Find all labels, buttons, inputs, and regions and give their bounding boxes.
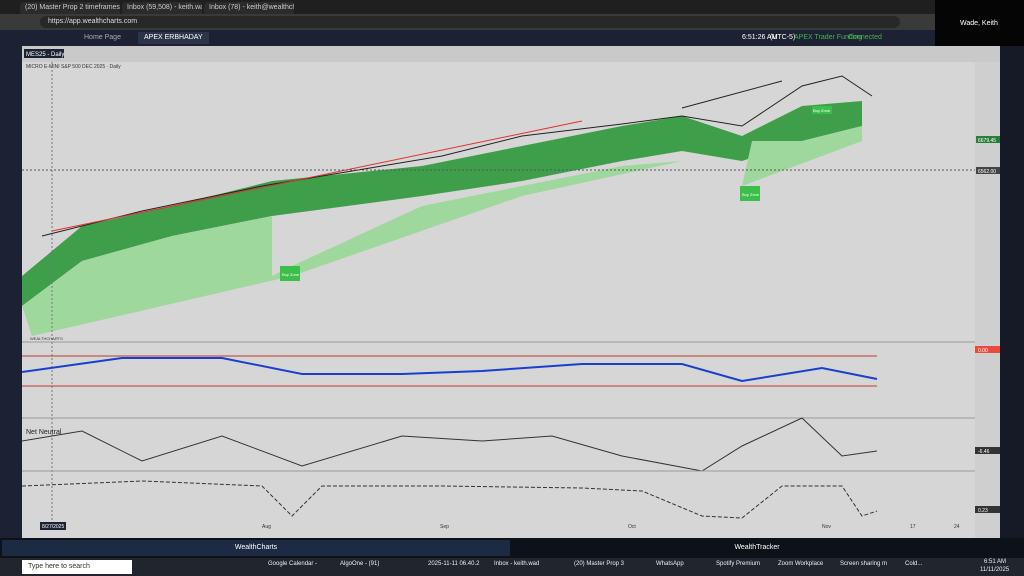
tab[interactable]: (20) Master Prop 2 timeframes: [20, 2, 120, 14]
task-item[interactable]: Screen sharing m: [840, 561, 888, 567]
task-item[interactable]: 2025-11-11 06.40.2: [428, 561, 480, 567]
bottom-tab[interactable]: WealthTracker: [514, 540, 1000, 556]
broker: APEX Trader Funding: [794, 34, 863, 41]
weather: Cold...: [905, 561, 923, 567]
x-label: Sep: [440, 524, 449, 530]
price-label: 6679.45: [978, 138, 996, 144]
x-label: Nov: [822, 524, 831, 530]
zone-label: Buy Zone: [813, 108, 831, 113]
task-item[interactable]: WhatsApp: [656, 561, 684, 567]
taskbar: [0, 558, 1024, 576]
x-label: 8/27/2025: [42, 524, 64, 530]
clock: 6:51 AM: [984, 559, 1007, 565]
panel-value: 0.23: [978, 508, 988, 514]
status: Connected: [848, 34, 882, 41]
panel-value: 0.00: [978, 348, 988, 354]
left-toolbar: [0, 46, 22, 538]
symbol: MES25 - Daily: [26, 52, 64, 58]
task-item[interactable]: Zoom Workplace: [778, 561, 824, 567]
video-tile: [935, 0, 1024, 46]
timezone: (UTC-5): [770, 34, 796, 41]
panel-value: -6.46: [978, 449, 990, 455]
task-item[interactable]: (20) Master Prop 3: [574, 561, 625, 567]
zone-label: Buy Zone: [282, 272, 300, 277]
x-label: 17: [910, 524, 916, 530]
url[interactable]: https://app.wealthcharts.com: [40, 16, 900, 28]
price-label: 6562.00: [978, 169, 996, 175]
task-item[interactable]: Google Calendar -: [268, 561, 318, 567]
app-header: [0, 30, 935, 46]
chart: MES25 - Daily MICRO E-MINI S&P 500 DEC 2…: [22, 46, 1000, 538]
task-item[interactable]: AlgoOne - (91): [340, 561, 380, 567]
legend: MICRO E-MINI S&P 500 DEC 2025 · Daily: [26, 64, 121, 70]
x-label: Oct: [628, 524, 636, 530]
date: 11/11/2025: [980, 567, 1010, 573]
tab[interactable]: Inbox (59,508) - keith.wade.dbs: [122, 2, 202, 14]
tab[interactable]: Inbox (78) - keith@wealthcharts: [204, 2, 294, 14]
search[interactable]: Type here to search: [22, 560, 132, 574]
zone-label: Buy Zone: [742, 192, 760, 197]
panel-label: WEALTHCHARTS: [30, 336, 63, 341]
x-label: 24: [954, 524, 960, 530]
time: 6:51:26 AM: [742, 34, 778, 41]
right-sidebar: [1000, 46, 1024, 538]
net-label: Net Neutral: [26, 429, 62, 436]
bottom-tab[interactable]: WealthCharts: [2, 540, 510, 556]
task-item[interactable]: Spotify Premium: [716, 561, 761, 567]
task-item[interactable]: Inbox - keith.wad: [494, 561, 540, 567]
app-tab[interactable]: APEX ERBHADAY: [138, 32, 209, 44]
x-label: Aug: [262, 524, 271, 530]
app-tab[interactable]: Home Page: [84, 34, 121, 41]
video-name: Wade, Keith: [960, 20, 998, 27]
